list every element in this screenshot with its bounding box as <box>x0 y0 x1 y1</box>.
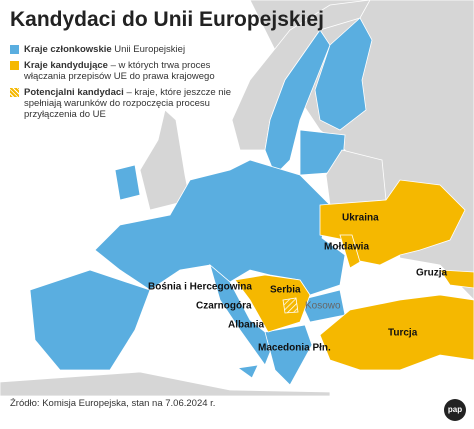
legend-item: Potencjalni kandydaci – kraje, które jes… <box>10 87 235 120</box>
legend-item: Kraje kandydujące – w których trwa proce… <box>10 60 235 82</box>
country-label: Albania <box>228 320 265 331</box>
country-label: Turcja <box>388 328 418 339</box>
country-label: Gruzja <box>416 268 448 279</box>
uk <box>139 109 191 211</box>
country-label: Bośnia i Hercegowina <box>148 282 252 293</box>
legend-label: Kraje kandydujące <box>24 60 108 71</box>
sicily <box>236 364 259 379</box>
legend-label: Kraje członkowskie <box>24 44 112 55</box>
legend-desc: – w których trwa proces włączania przepi… <box>24 60 215 82</box>
swatch <box>10 88 19 97</box>
kosovo <box>282 297 299 314</box>
country-label: Mołdawia <box>324 242 369 253</box>
swatch <box>10 61 19 70</box>
finland <box>314 17 373 131</box>
sweden <box>264 29 331 176</box>
turkey <box>319 294 474 371</box>
moldova <box>339 234 361 269</box>
iberia <box>29 269 151 371</box>
balkans <box>234 274 311 333</box>
swatch <box>10 45 19 54</box>
logo: pap <box>444 399 466 421</box>
country-label: Czarnogóra <box>196 301 252 312</box>
north-africa <box>0 371 331 397</box>
legend-desc: – kraje, które jeszcze nie spełniają war… <box>24 87 231 120</box>
land <box>0 0 474 397</box>
source: Źródło: Komisja Europejska, stan na 7.06… <box>10 398 216 409</box>
legend-desc: Unii Europejskiej <box>114 44 186 55</box>
title: Kandydaci do Unii Europejskiej <box>10 8 324 31</box>
georgia <box>439 269 474 289</box>
country-label: Serbia <box>270 285 301 296</box>
ireland <box>114 164 141 201</box>
greece <box>264 324 313 386</box>
country-labels: Ukraina Mołdawia Gruzja Bośnia i Hercego… <box>148 213 448 354</box>
country-label: Kosowo <box>305 301 341 312</box>
legend: Kraje członkowskie Unii Europejskiej Kra… <box>10 44 235 125</box>
country-label: Macedonia Płn. <box>258 343 331 354</box>
country-label: Ukraina <box>342 213 379 224</box>
legend-item: Kraje członkowskie Unii Europejskiej <box>10 44 235 55</box>
eu-continent <box>94 159 346 296</box>
legend-label: Potencjalni kandydaci <box>24 87 124 98</box>
